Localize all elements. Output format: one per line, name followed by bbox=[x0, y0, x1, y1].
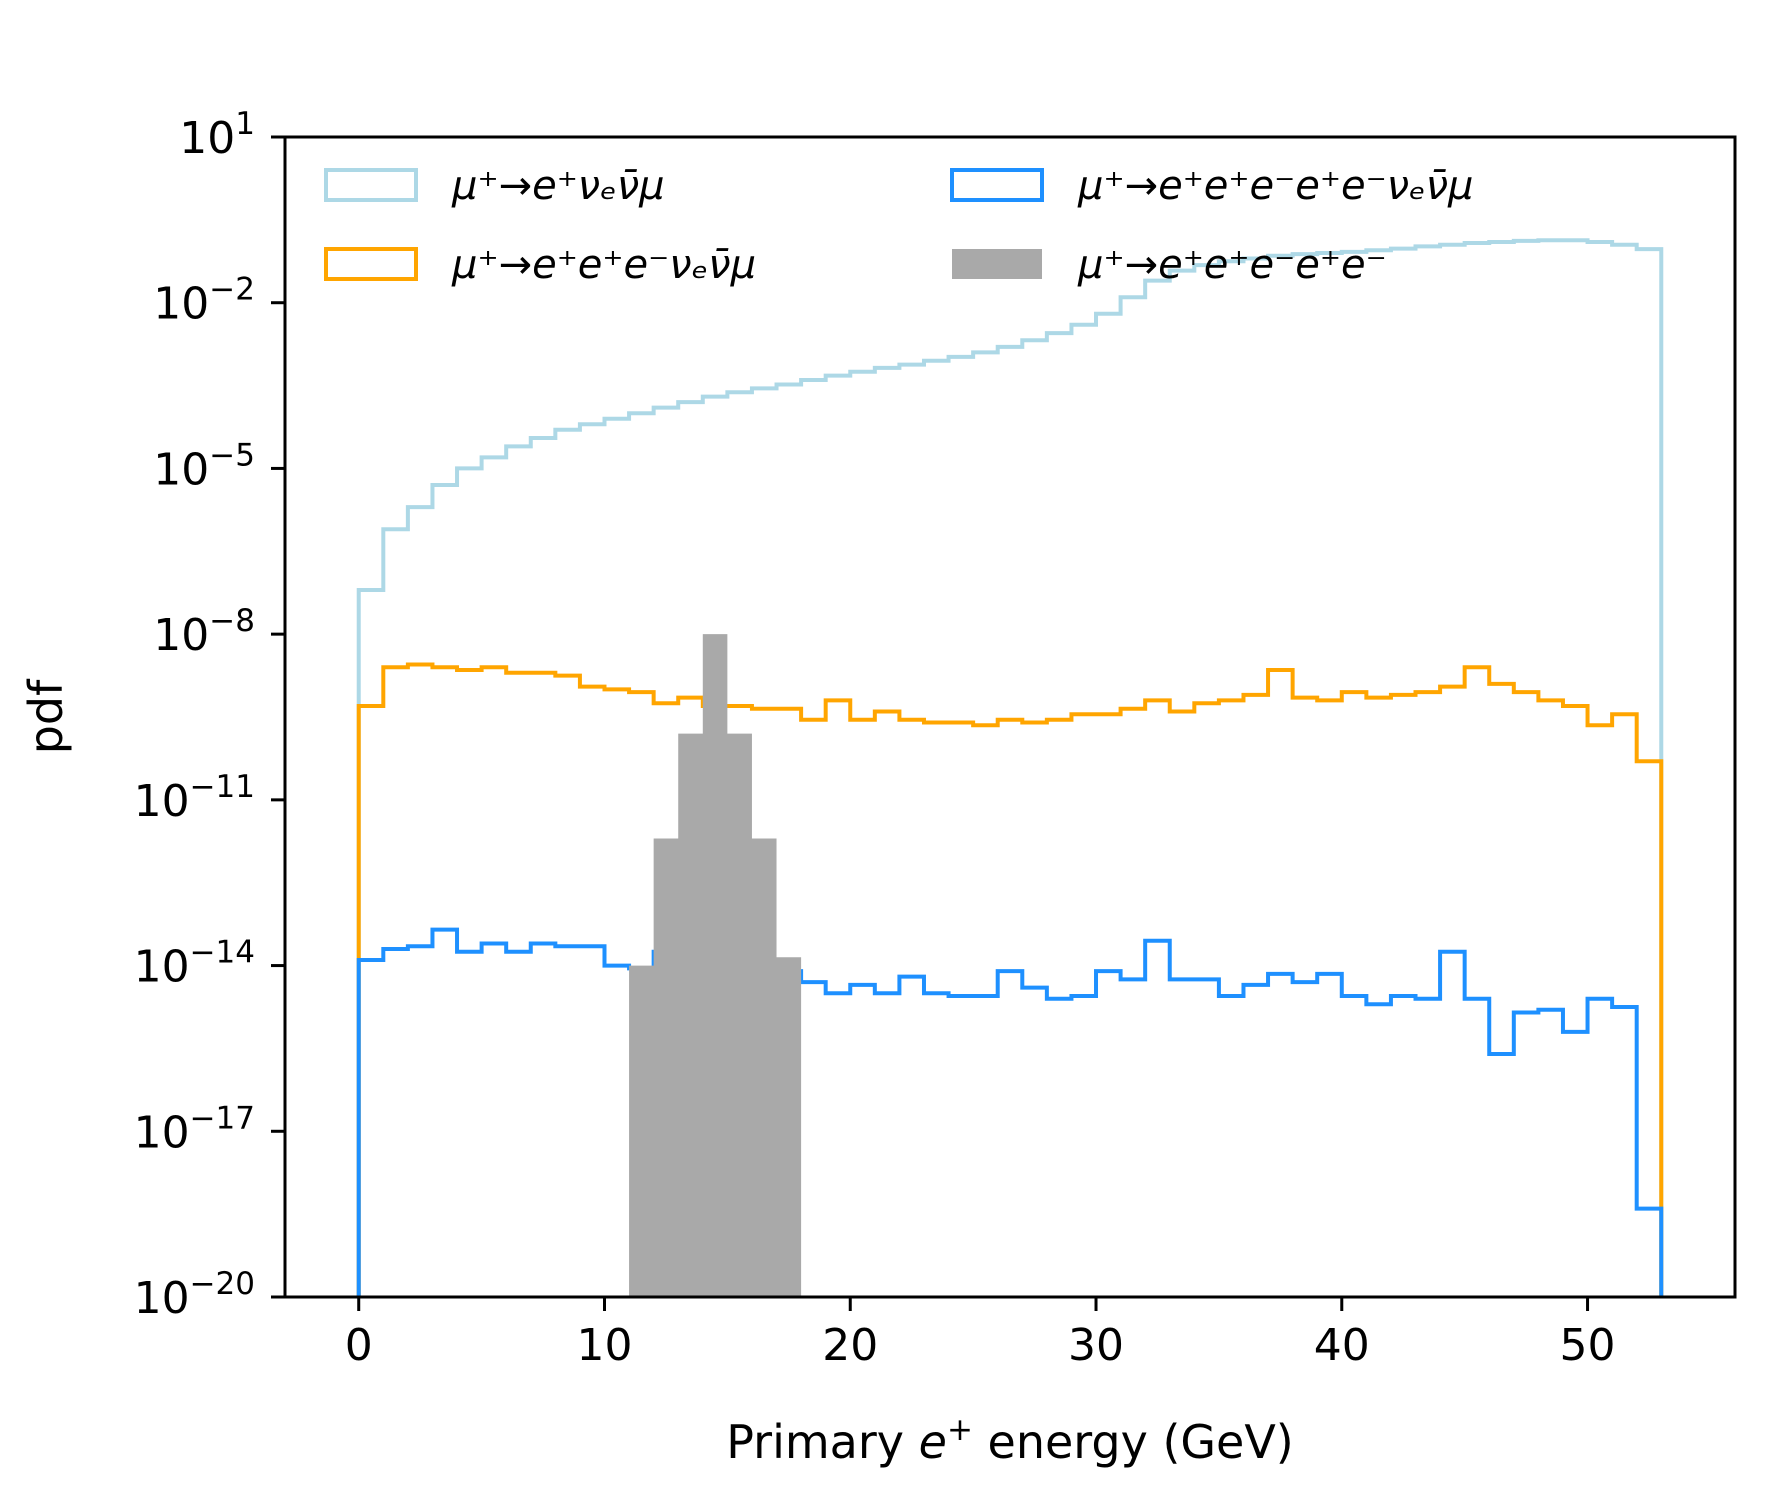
y-tick-label: 10−14 bbox=[134, 935, 255, 993]
legend-label-signal: μ⁺→e⁺e⁺e⁻e⁺e⁻ bbox=[1077, 242, 1387, 288]
x-tick-label: 0 bbox=[345, 1320, 373, 1371]
y-tick-exponent: −8 bbox=[209, 603, 255, 639]
x-tick-label: 20 bbox=[822, 1320, 878, 1371]
series-1-step-line bbox=[356, 662, 1664, 1297]
y-tick-base: 10 bbox=[153, 444, 209, 495]
y-tick-exponent: −17 bbox=[190, 1100, 255, 1136]
y-tick-base: 10 bbox=[134, 776, 190, 827]
x-axis-label-before: Primary bbox=[726, 1415, 918, 1469]
y-tick-base: 10 bbox=[134, 942, 190, 993]
series-0-step-line bbox=[356, 238, 1664, 1297]
y-tick-label: 10−8 bbox=[153, 603, 255, 661]
y-tick-base: 10 bbox=[179, 113, 235, 164]
series-3-filled-histogram bbox=[629, 634, 802, 1297]
plot-frame bbox=[283, 135, 1737, 1299]
y-tick-exponent: −11 bbox=[190, 769, 255, 805]
y-tick-exponent: −20 bbox=[190, 1266, 255, 1302]
y-tick-label: 10−11 bbox=[134, 769, 255, 827]
y-tick-base: 10 bbox=[134, 1273, 190, 1324]
x-tick-label: 40 bbox=[1314, 1320, 1370, 1371]
y-tick-exponent: 1 bbox=[235, 106, 255, 142]
y-tick-label: 10−2 bbox=[153, 272, 255, 330]
x-axis-label-symbol: e bbox=[919, 1415, 947, 1469]
legend-label-triple: μ⁺→e⁺e⁺e⁻νₑν̄μ bbox=[451, 242, 756, 288]
x-tick-label: 30 bbox=[1068, 1320, 1124, 1371]
y-tick-exponent: −2 bbox=[209, 272, 255, 308]
y-tick-label: 10−5 bbox=[153, 437, 255, 495]
y-tick-label: 10−17 bbox=[134, 1100, 255, 1158]
x-tick-label: 50 bbox=[1560, 1320, 1616, 1371]
y-axis-label: pdf bbox=[19, 678, 73, 754]
legend-swatch-1 bbox=[324, 247, 418, 281]
y-tick-label: 101 bbox=[179, 106, 255, 164]
legend-label-five: μ⁺→e⁺e⁺e⁻e⁺e⁻νₑν̄μ bbox=[1077, 163, 1474, 209]
series-2-step-line bbox=[356, 927, 1664, 1297]
y-tick-base: 10 bbox=[134, 1107, 190, 1158]
legend-swatch-3 bbox=[952, 249, 1042, 279]
series-layer bbox=[356, 238, 1664, 1297]
x-axis-label: Primary e+ energy (GeV) bbox=[726, 1412, 1294, 1469]
y-tick-base: 10 bbox=[153, 610, 209, 661]
legend: μ⁺→e⁺νₑν̄μ μ⁺→e⁺e⁺e⁻νₑν̄μ μ⁺→e⁺e⁺e⁻e⁺e⁻νₑν… bbox=[324, 163, 1474, 288]
x-axis-label-after: energy (GeV) bbox=[973, 1415, 1294, 1469]
legend-swatch-2 bbox=[950, 168, 1044, 202]
y-tick-label: 10−20 bbox=[134, 1266, 255, 1324]
legend-label-single: μ⁺→e⁺νₑν̄μ bbox=[451, 163, 665, 209]
x-tick-label: 10 bbox=[576, 1320, 632, 1371]
x-axis: 0 10 20 30 40 50 bbox=[345, 1297, 1616, 1371]
legend-swatch-0 bbox=[324, 168, 418, 202]
y-tick-exponent: −14 bbox=[190, 935, 255, 971]
y-tick-base: 10 bbox=[153, 279, 209, 330]
x-axis-label-sup: + bbox=[947, 1412, 973, 1448]
y-tick-exponent: −5 bbox=[209, 437, 255, 473]
